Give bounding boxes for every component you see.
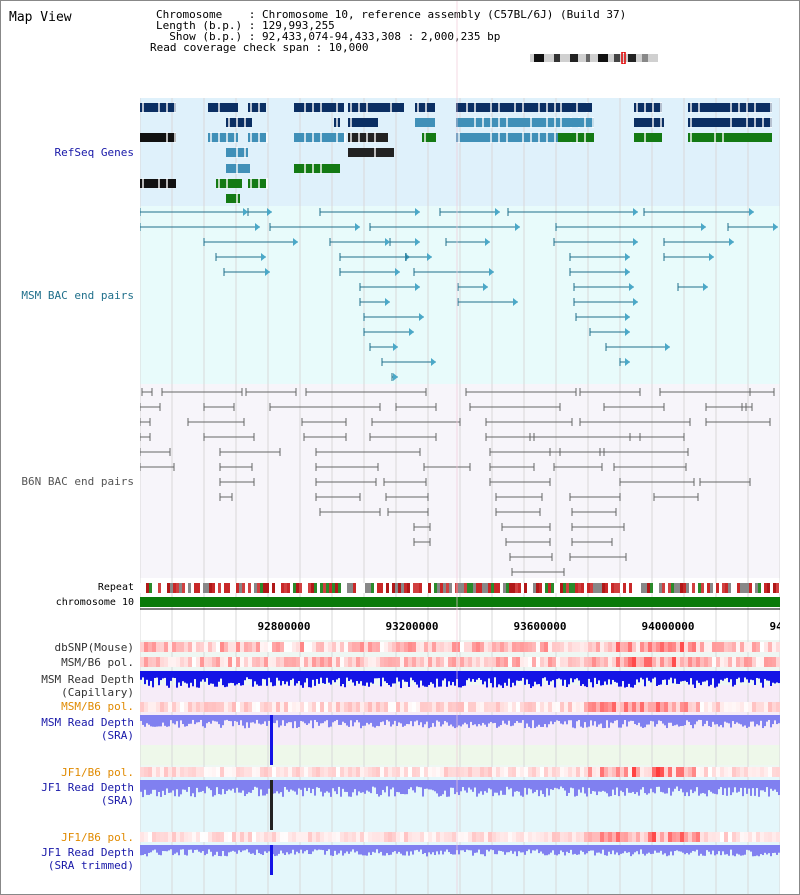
jf1-depth-trim-label: JF1 Read Depth (SRA trimmed) [41, 846, 134, 872]
chromosome-track-label: chromosome 10 [55, 597, 134, 608]
jf1-b6-pol-label: JF1/B6 pol. [61, 766, 134, 779]
msm-depth-capillary-label: MSM Read Depth (Capillary) [41, 673, 134, 699]
length-info: Length (b.p.) : 129,993,255 [156, 19, 335, 32]
dbsnp-label: dbSNP(Mouse) [54, 641, 134, 654]
repeat-track [140, 583, 780, 593]
msm-depth-sra-label: MSM Read Depth (SRA) [41, 716, 134, 742]
chromosome-bar [140, 597, 780, 607]
coverage-info: Read coverage check span : 10,000 [150, 41, 369, 54]
tick-label-93600000: 93600000 [514, 620, 567, 633]
jf1-depth-sra-label: JF1 Read Depth (SRA) [41, 781, 134, 807]
highlight-line [456, 0, 458, 895]
read-depth-tracks [140, 671, 780, 875]
current-region-marker [621, 52, 626, 64]
chromosome-ideogram[interactable] [528, 52, 660, 64]
b6n-bac-pairs-track [140, 388, 775, 576]
jf1-b6-pol-2-label: JF1/B6 pol. [61, 831, 134, 844]
repeat-label: Repeat [97, 582, 134, 593]
msm-bac-pairs-track [140, 208, 778, 381]
msm-bac-label: MSM BAC end pairs [21, 289, 134, 302]
page-title: Map View [9, 10, 72, 25]
show-info: Show (b.p.) : 92,433,074-94,433,308 : 2,… [156, 30, 501, 43]
msm-b6-pol-label: MSM/B6 pol. [61, 656, 134, 669]
b6n-bac-label: B6N BAC end pairs [21, 475, 134, 488]
tick-label-93200000: 93200000 [386, 620, 439, 633]
msm-b6-pol-2-label: MSM/B6 pol. [61, 700, 134, 713]
chromosome-info: Chromosome : Chromosome 10, reference as… [156, 8, 627, 21]
polymorphism-heatmaps [140, 642, 780, 842]
tick-label-94400000: 94400000 [770, 620, 780, 633]
tick-label-92800000: 92800000 [258, 620, 311, 633]
tick-label-94000000: 94000000 [642, 620, 695, 633]
refseq-genes-label: RefSeq Genes [54, 146, 134, 159]
coordinate-axis: 92800000 93200000 93600000 94000000 9440… [140, 608, 780, 633]
genome-track-panel[interactable]: 92800000 93200000 93600000 94000000 9440… [140, 0, 780, 895]
refseq-genes-track [140, 102, 772, 204]
